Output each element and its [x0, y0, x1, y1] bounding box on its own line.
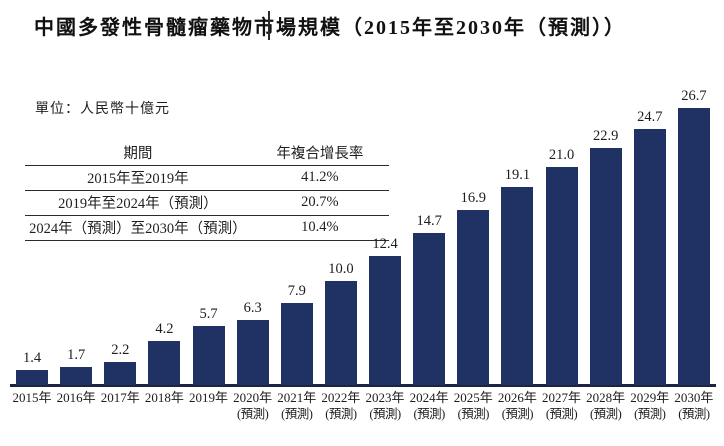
bar-2030年 [677, 108, 710, 385]
cagr-row-2019-2024: 2019年至2024年（預測） 20.7% [25, 191, 389, 216]
bar-2019年 [192, 325, 225, 385]
x-axis-label: 2020年 (預測) [231, 390, 275, 422]
bar-value-label: 1.4 [23, 350, 42, 367]
bar-value-label: 5.7 [199, 305, 218, 322]
x-axis-year: 2026年 [497, 390, 537, 405]
x-axis-forecast-tag: (預測) [634, 407, 666, 421]
bar-value-label: 7.9 [287, 283, 306, 300]
x-axis-label: 2030年 (預測) [672, 390, 716, 422]
bar-2024年 [413, 232, 446, 385]
x-axis-year: 2025年 [453, 390, 493, 405]
cagr-header-period: 期間 [123, 146, 153, 162]
x-axis-label: 2026年 (預測) [495, 390, 539, 422]
bar-2015年 [16, 370, 49, 385]
x-axis-label: 2022年 (預測) [319, 390, 363, 422]
bar-2016年 [60, 367, 93, 385]
bar-value-label: 24.7 [637, 108, 663, 125]
cagr-period-cell: 2015年至2019年 [87, 171, 189, 187]
bar-value-label: 16.9 [460, 189, 486, 206]
cagr-rate-cell: 41.2% [301, 169, 339, 185]
bar-2025年 [457, 209, 490, 385]
x-axis-line [10, 384, 716, 387]
bar-2023年 [369, 256, 402, 385]
bar-value-label: 10.0 [328, 261, 354, 278]
x-axis-forecast-tag: (預測) [545, 407, 578, 421]
bar-2028年 [589, 147, 622, 385]
x-axis-year: 2029年 [630, 390, 670, 405]
x-axis-label: 2016年 [54, 390, 98, 406]
x-axis-label: 2025年 (預測) [451, 390, 495, 422]
bar-value-label: 2.2 [111, 342, 130, 359]
bar-value-label: 1.7 [67, 347, 86, 364]
bar-value-label: 19.1 [504, 166, 531, 183]
x-axis-year: 2015年 [12, 390, 52, 405]
x-axis-year: 2019年 [189, 390, 229, 405]
x-axis-year: 2024年 [409, 390, 449, 405]
cagr-row-2024-2030: 2024年（預測）至2030年（預測） 10.4% [25, 216, 389, 241]
cagr-table: 期間 年複合增長率 2015年至2019年 41.2% 2019年至2024年（… [25, 141, 389, 241]
cagr-rate-cell: 10.4% [301, 219, 339, 235]
x-axis-year: 2030年 [674, 390, 714, 405]
x-axis-forecast-tag: (預測) [413, 407, 446, 421]
x-axis-label: 2017年 [98, 390, 142, 406]
bar-2017年 [104, 362, 137, 385]
bar-2018年 [148, 341, 181, 385]
x-axis-label: 2028年 (預測) [584, 390, 628, 422]
x-axis-label: 2023年 (預測) [363, 390, 407, 422]
bar-2027年 [545, 167, 578, 385]
x-axis-label: 2018年 [142, 390, 186, 406]
bar-value-label: 21.0 [548, 147, 575, 164]
x-axis-forecast-tag: (預測) [457, 407, 490, 421]
bar-2022年 [324, 281, 357, 385]
x-axis-year: 2018年 [144, 390, 184, 405]
cagr-rate-cell: 20.7% [301, 194, 339, 210]
bar-value-label: 26.7 [681, 88, 707, 105]
x-axis-year: 2027年 [542, 390, 582, 405]
x-axis-year: 2020年 [233, 390, 273, 405]
x-axis-year: 2028年 [586, 390, 626, 405]
x-axis-year: 2016年 [56, 390, 96, 405]
bar-value-label: 22.9 [593, 127, 619, 144]
cagr-header-rate: 年複合增長率 [276, 146, 364, 162]
bar-2020年 [236, 319, 269, 385]
x-axis-year: 2021年 [277, 390, 317, 405]
bar-2026年 [501, 186, 534, 385]
x-axis-label: 2027年 (預測) [540, 390, 584, 422]
x-axis-year: 2017年 [100, 390, 140, 405]
x-axis-label: 2015年 [10, 390, 54, 406]
cagr-period-cell: 2024年（預測）至2030年（預測） [29, 221, 247, 237]
bar-2021年 [280, 303, 313, 385]
x-axis-forecast-tag: (預測) [678, 407, 710, 421]
bar-value-label: 6.3 [243, 299, 262, 316]
x-axis-year: 2023年 [365, 390, 405, 405]
bar-value-label: 12.4 [372, 236, 398, 253]
x-axis-forecast-tag: (預測) [281, 407, 313, 421]
unit-label: 單位：人民幣十億元 [35, 102, 170, 117]
x-axis-label: 2019年 [187, 390, 231, 406]
x-axis-label: 2024年 (預測) [407, 390, 451, 422]
cagr-row-2015-2019: 2015年至2019年 41.2% [25, 166, 389, 191]
x-axis-year: 2022年 [321, 390, 361, 405]
x-axis-forecast-tag: (預測) [501, 407, 534, 421]
title-artifact-line [268, 11, 270, 40]
cagr-period-cell: 2019年至2024年（預測） [58, 196, 218, 212]
chart-title: 中國多發性骨髓瘤藥物市場規模（2015年至2030年（預測）） [34, 17, 626, 39]
bar-2029年 [633, 128, 666, 385]
bar-chart: 1.4 2015年 1.7 2016年 2.2 2017年 4.2 2018年 5.7 2019年… [10, 0, 716, 446]
x-axis-forecast-tag: (預測) [325, 407, 357, 421]
x-axis-forecast-tag: (預測) [590, 407, 622, 421]
x-axis-label: 2021年 (預測) [275, 390, 319, 422]
x-axis-forecast-tag: (預測) [369, 407, 401, 421]
bar-value-label: 14.7 [416, 212, 442, 229]
bar-value-label: 4.2 [155, 321, 174, 338]
x-axis-label: 2029年 (預測) [628, 390, 672, 422]
cagr-table-header-row: 期間 年複合增長率 [25, 141, 389, 166]
x-axis-forecast-tag: (預測) [237, 407, 269, 421]
